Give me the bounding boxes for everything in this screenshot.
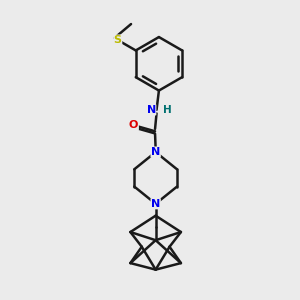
Text: O: O bbox=[129, 120, 138, 130]
Text: S: S bbox=[114, 35, 122, 45]
Text: N: N bbox=[147, 105, 156, 115]
Text: H: H bbox=[164, 105, 172, 115]
Text: N: N bbox=[151, 147, 160, 157]
Text: N: N bbox=[151, 199, 160, 209]
